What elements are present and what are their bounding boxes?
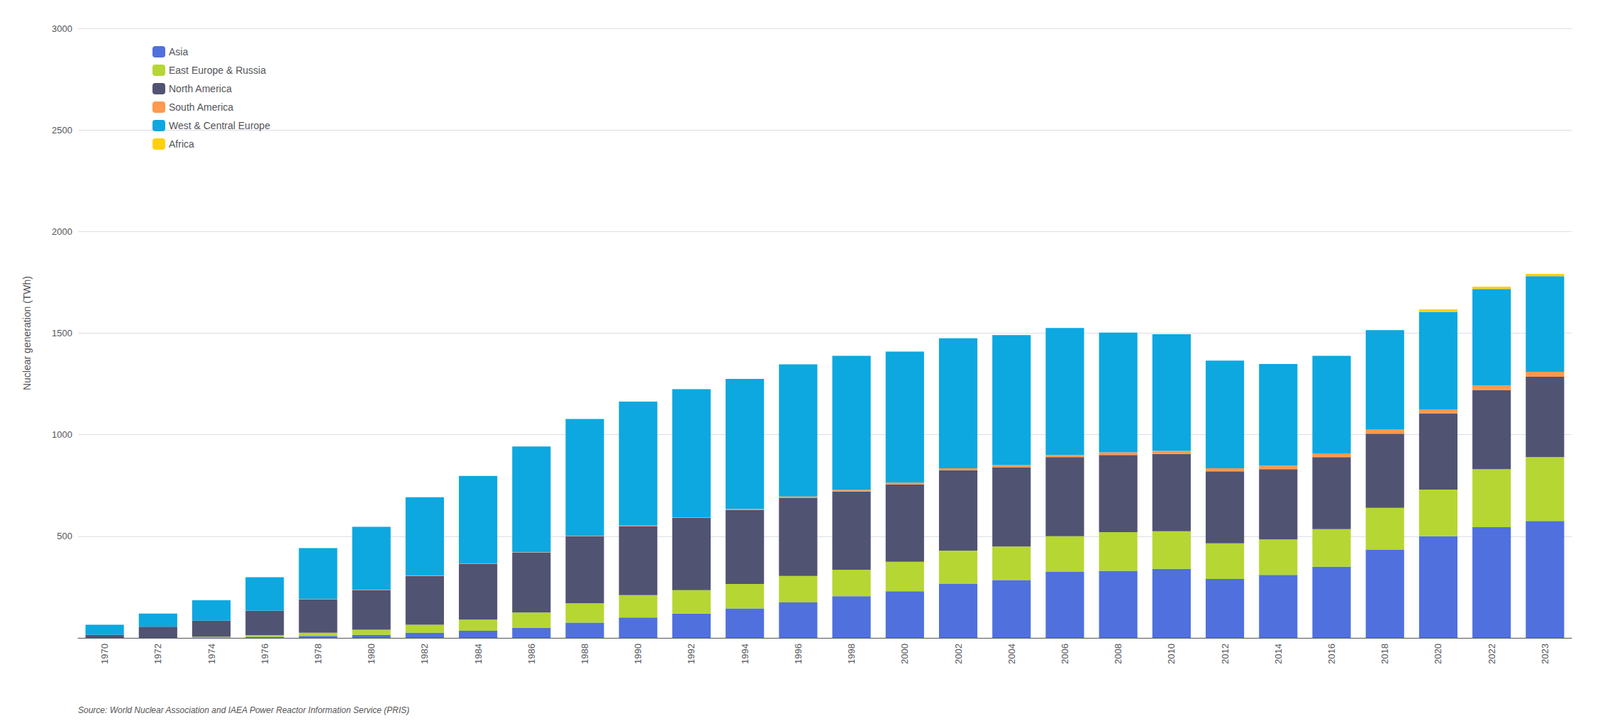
svg-text:2010: 2010 <box>1165 643 1177 664</box>
svg-text:1980: 1980 <box>365 643 377 664</box>
svg-text:West & Central Europe: West & Central Europe <box>168 119 271 132</box>
svg-text:2002: 2002 <box>953 643 964 664</box>
svg-text:3000: 3000 <box>51 23 73 35</box>
svg-text:1998: 1998 <box>846 643 857 664</box>
svg-text:East Europe & Russia: East Europe & Russia <box>168 64 266 76</box>
svg-text:1972: 1972 <box>152 643 164 664</box>
svg-text:Source: World Nuclear Associat: Source: World Nuclear Association and IA… <box>78 704 410 715</box>
svg-text:500: 500 <box>56 530 73 542</box>
svg-text:1500: 1500 <box>51 327 73 339</box>
svg-text:1990: 1990 <box>632 643 644 664</box>
svg-text:1986: 1986 <box>526 643 537 664</box>
svg-text:1994: 1994 <box>739 643 751 664</box>
svg-text:1978: 1978 <box>312 643 324 664</box>
svg-text:2022: 2022 <box>1486 643 1498 664</box>
svg-text:2000: 2000 <box>899 643 910 664</box>
svg-text:1000: 1000 <box>51 429 73 440</box>
svg-text:1970: 1970 <box>99 643 110 664</box>
svg-text:1988: 1988 <box>579 643 591 664</box>
svg-text:2016: 2016 <box>1326 643 1337 664</box>
svg-text:2014: 2014 <box>1273 643 1284 664</box>
svg-text:2008: 2008 <box>1112 643 1124 664</box>
svg-text:2012: 2012 <box>1219 643 1231 664</box>
svg-text:1974: 1974 <box>206 643 218 664</box>
svg-text:2006: 2006 <box>1059 643 1071 664</box>
svg-text:1982: 1982 <box>419 643 430 664</box>
svg-text:Asia: Asia <box>168 46 188 58</box>
svg-text:Africa: Africa <box>168 138 195 150</box>
svg-text:1992: 1992 <box>685 643 697 664</box>
svg-text:1996: 1996 <box>792 643 804 664</box>
svg-text:North America: North America <box>168 82 232 95</box>
svg-text:2023: 2023 <box>1539 643 1551 664</box>
svg-text:2500: 2500 <box>51 124 73 136</box>
svg-text:Nuclear generation (TWh): Nuclear generation (TWh) <box>21 275 33 391</box>
svg-text:2020: 2020 <box>1432 643 1444 664</box>
svg-text:2004: 2004 <box>1006 643 1018 664</box>
svg-text:1976: 1976 <box>259 643 271 664</box>
svg-text:1984: 1984 <box>473 643 484 664</box>
svg-text:2018: 2018 <box>1379 643 1391 664</box>
svg-text:South America: South America <box>168 101 234 113</box>
svg-text:2000: 2000 <box>51 226 73 237</box>
